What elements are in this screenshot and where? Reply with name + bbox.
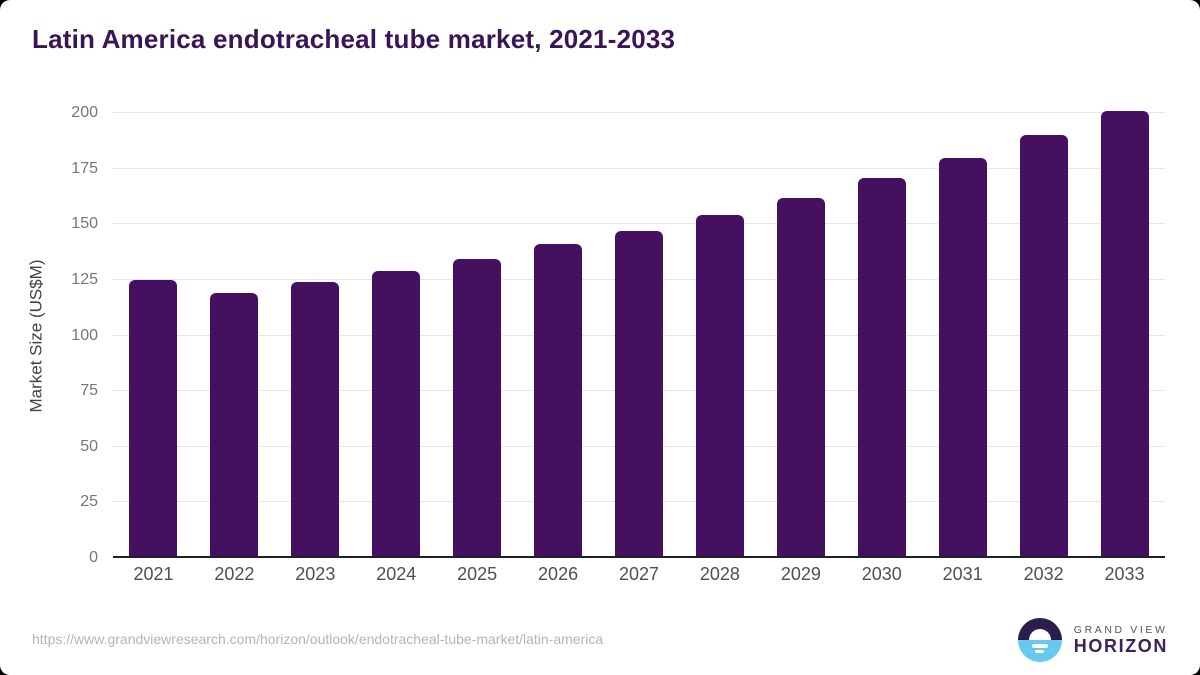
x-tick-label-2028: 2028 — [699, 564, 740, 584]
y-tick-label-75: 75 — [80, 382, 98, 400]
source-url: https://www.grandviewresearch.com/horizo… — [32, 631, 604, 647]
bar-slot-2021 — [113, 113, 194, 558]
logo-icon-reflection-bar-2 — [1035, 650, 1045, 653]
x-tick-label-2023: 2023 — [295, 564, 336, 584]
x-tick-label-2027: 2027 — [618, 564, 660, 584]
gridline-200 — [113, 112, 1165, 113]
bar-2032 — [1019, 135, 1068, 558]
bar-2025 — [453, 258, 502, 558]
gridline-175 — [113, 167, 1165, 169]
bar-slot-2028 — [679, 113, 760, 558]
x-tick-label-2032: 2032 — [1023, 564, 1064, 584]
bar-slot-2024 — [356, 113, 437, 558]
x-tick-label-2022: 2022 — [214, 564, 255, 584]
y-tick-label-150: 150 — [71, 215, 98, 233]
bar-2021 — [129, 279, 178, 558]
y-tick-label-25: 25 — [80, 493, 98, 511]
y-tick-label-175: 175 — [71, 159, 98, 177]
logo-icon-reflection-bar-1 — [1031, 644, 1048, 648]
x-axis-labels: 2021 2022 2023 2024 2025 2026 2027 2028 2029 2030… — [113, 564, 1165, 585]
bar-slot-2022 — [194, 113, 275, 558]
bar-slot-2031 — [922, 113, 1003, 558]
y-axis-title: Market Size (US$M) — [24, 113, 50, 558]
bar-slot-2027 — [599, 113, 680, 558]
y-axis-title-text: Market Size (US$M) — [27, 258, 46, 413]
chart-title: Latin America endotracheal tube market, … — [32, 24, 676, 54]
grand-view-horizon-logo: GRAND VIEW HORIZON — [1017, 618, 1168, 662]
y-tick-label-200: 200 — [71, 104, 98, 121]
horizon-logo-icon — [1017, 618, 1062, 662]
bar-2028 — [695, 215, 744, 558]
bar-slot-2030 — [841, 113, 922, 558]
bar-2031 — [938, 157, 987, 558]
logo-wordmark: GRAND VIEW HORIZON — [1074, 624, 1168, 657]
y-tick-label-100: 100 — [71, 326, 98, 344]
x-tick-label-2021: 2021 — [133, 564, 174, 584]
x-tick-label-2026: 2026 — [538, 564, 579, 584]
x-axis-line — [113, 556, 1165, 558]
bar-2027 — [614, 230, 663, 558]
bar-2022 — [210, 293, 259, 558]
gridline-150 — [113, 223, 1165, 225]
y-tick-label-50: 50 — [80, 437, 98, 455]
bar-2023 — [291, 282, 340, 558]
bar-2029 — [776, 197, 825, 558]
bar-slot-2029 — [760, 113, 841, 558]
bar-2026 — [534, 244, 583, 558]
y-axis-ticks: 0 25 50 75 100 125 150 175 200 — [50, 104, 98, 566]
x-tick-label-2030: 2030 — [861, 564, 902, 584]
x-tick-label-2029: 2029 — [780, 564, 821, 584]
bar-2033 — [1100, 110, 1149, 558]
logo-icon-sun-dome — [1028, 629, 1051, 640]
plot-area — [113, 110, 1165, 558]
bar-2030 — [857, 177, 906, 558]
bar-2024 — [372, 270, 421, 558]
logo-brand-line1: GRAND VIEW — [1073, 623, 1168, 636]
x-tick-label-2033: 2033 — [1104, 564, 1145, 584]
x-tick-label-2024: 2024 — [376, 564, 417, 584]
bar-slot-2026 — [518, 113, 599, 558]
bar-slot-2032 — [1003, 113, 1084, 558]
x-tick-label-2025: 2025 — [457, 564, 498, 584]
bar-slot-2023 — [275, 113, 356, 558]
bar-slot-2025 — [437, 113, 518, 558]
y-tick-label-125: 125 — [71, 270, 98, 288]
bars — [113, 110, 1165, 558]
logo-brand-line2: HORIZON — [1073, 635, 1168, 656]
bar-slot-2033 — [1084, 110, 1165, 558]
y-tick-label-0: 0 — [89, 549, 98, 566]
x-tick-label-2031: 2031 — [942, 564, 983, 584]
